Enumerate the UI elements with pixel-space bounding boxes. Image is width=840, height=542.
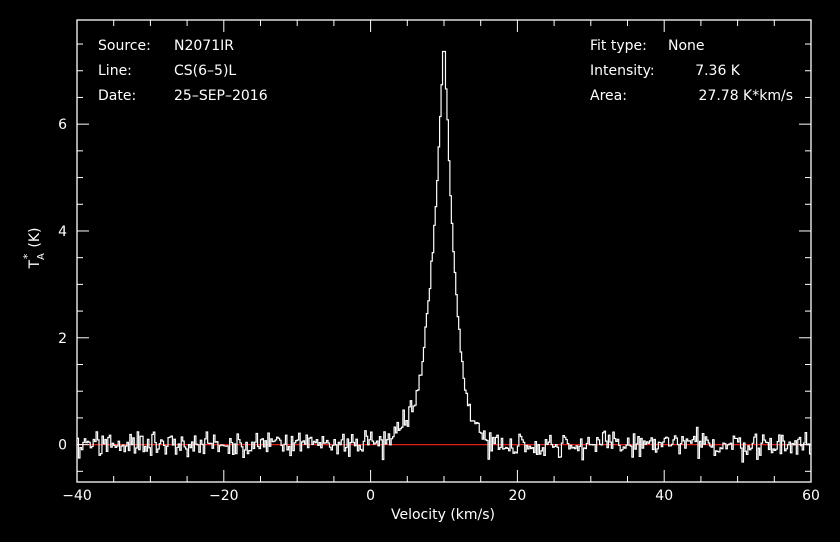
x-tick-label: 60 [802, 488, 820, 504]
y-tick-label: 2 [58, 331, 67, 347]
info-right: Fit type: None Intensity: 7.36 K Area: 2… [590, 38, 793, 104]
intensity-label: Intensity: [590, 63, 655, 79]
x-tick-label: 0 [366, 488, 375, 504]
x-tick-label: −40 [62, 488, 92, 504]
date-label: Date: [98, 88, 136, 104]
y-axis-label-sup: * [21, 253, 34, 259]
y-tick-label: 4 [58, 224, 67, 240]
x-tick-label: 40 [655, 488, 673, 504]
line-label: Line: [98, 63, 132, 79]
fit-type-label: Fit type: [590, 38, 647, 54]
y-axis-label-sub: A [36, 253, 47, 260]
y-axis-label: TA* (K) [21, 227, 47, 269]
y-axis-label-main: T [27, 260, 43, 270]
area-value: 27.78 K*km/s [699, 88, 793, 104]
date-value: 25–SEP–2016 [174, 88, 268, 104]
y-tick-label: 0 [58, 438, 67, 454]
source-label: Source: [98, 38, 151, 54]
svg-text:TA*(K): TA* (K) [21, 227, 47, 269]
spectrum-line [77, 50, 811, 463]
source-value: N2071IR [174, 38, 234, 54]
y-axis-label-unit: (K) [27, 227, 43, 247]
fit-type-value: None [668, 38, 705, 54]
y-tick-label: 6 [58, 117, 67, 133]
info-left: Source: N2071IR Line: CS(6–5)L Date: 25–… [98, 38, 268, 104]
x-tick-label: 20 [508, 488, 526, 504]
line-value: CS(6–5)L [174, 63, 236, 79]
intensity-value: 7.36 K [695, 63, 741, 79]
x-tick-label: −20 [209, 488, 239, 504]
area-label: Area: [590, 88, 627, 104]
x-axis-label: Velocity (km/s) [391, 507, 495, 523]
